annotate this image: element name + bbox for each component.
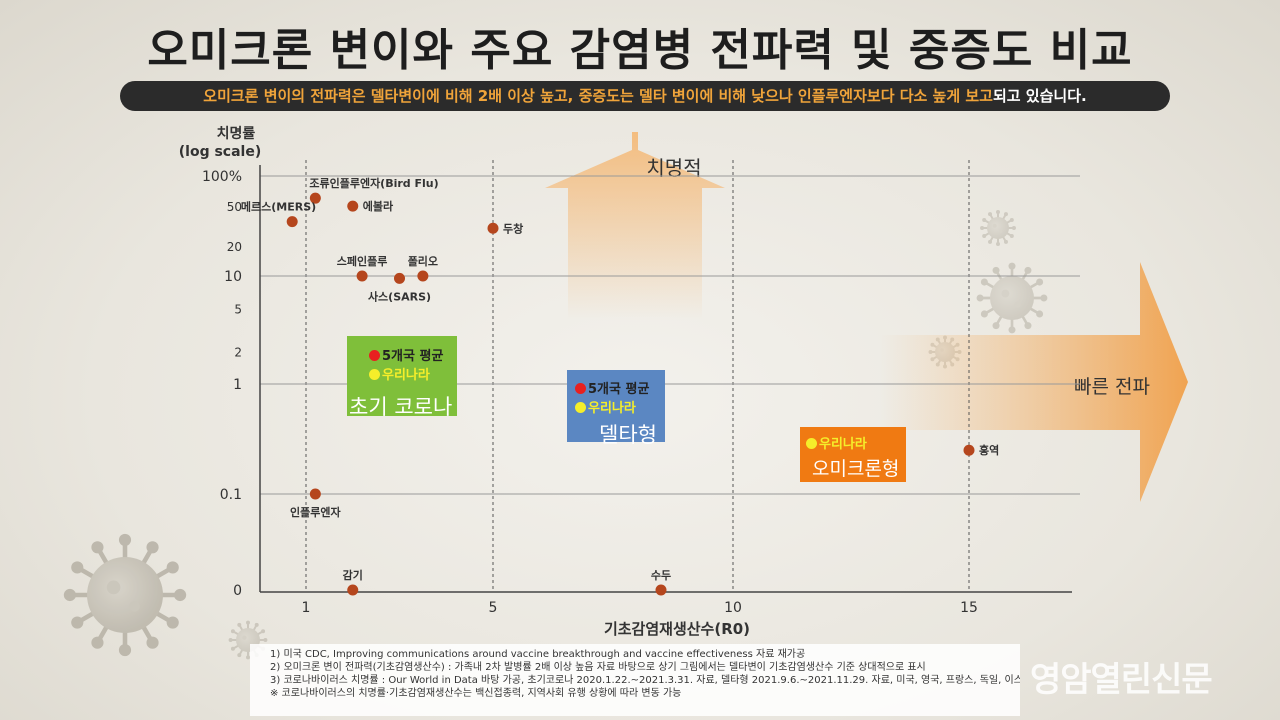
y-tick-label: 10: [224, 269, 242, 285]
data-point: [417, 270, 429, 282]
right-arrow-label: 빠른 전파: [1074, 376, 1150, 398]
footnote-3: 3) 코로나바이러스 치명률 : Our World in Data 바탕 가공…: [270, 675, 1020, 686]
delta-korea-label: 우리나라: [588, 401, 636, 416]
publisher-watermark: 영암열린신문: [1030, 660, 1213, 700]
footnote-2: 2) 오미크론 변이 전파력(기초감염생산수) : 가족내 2차 발병률 2배 …: [270, 662, 926, 673]
point-label: 인플루엔자: [290, 505, 341, 519]
virus-icon: [63, 533, 187, 657]
page-title: 오미크론 변이와 주요 감염병 전파력 및 중증도 비교: [147, 25, 1133, 76]
point-label: 감기: [343, 568, 363, 582]
early-covid-box: 5개국 평균 우리나라 초기 코로나: [347, 336, 457, 419]
x-tick-label: 1: [302, 600, 311, 616]
up-arrow: [545, 132, 725, 320]
point-label: 폴리오: [408, 254, 438, 268]
banner-rest: 되고 있습니다.: [992, 87, 1087, 105]
y-tick-label: 1: [233, 377, 242, 393]
data-point: [347, 200, 359, 212]
data-point: [309, 192, 321, 204]
point-label: 수두: [651, 569, 671, 582]
point-label: 홍역: [979, 443, 999, 457]
footnote-4: ※ 코로나바이러스의 치명률·기초감염재생산수는 백신접종력, 지역사회 유행 …: [270, 688, 682, 699]
data-point: [963, 444, 975, 456]
x-axis-label: 기초감염재생산수(R0): [604, 620, 750, 638]
point-label: 에볼라: [363, 199, 394, 213]
point-label: 스페인플루: [337, 254, 388, 268]
early-korea-label: 우리나라: [382, 368, 430, 383]
x-tick-label: 5: [489, 600, 498, 616]
y-tick-label: 20: [227, 240, 242, 254]
point-label: 조류인플루엔자(Bird Flu): [309, 176, 438, 190]
x-tick-labels: 1 5 10 15: [302, 600, 978, 616]
point-label: 메르스(MERS): [241, 200, 316, 214]
data-point: [286, 216, 298, 228]
data-point: [394, 272, 405, 284]
y-axis-label-line1: 치명률: [217, 125, 256, 142]
omicron-box: 우리나라 오미크론형: [800, 427, 906, 482]
korea-yellow-dot: [575, 402, 586, 413]
avg-red-dot: [369, 350, 380, 361]
early-avg-label: 5개국 평균: [382, 349, 444, 364]
y-tick-label: 5: [234, 303, 242, 317]
point-label: 두창: [503, 221, 523, 235]
korea-yellow-dot: [369, 369, 380, 380]
delta-avg-label: 5개국 평균: [588, 382, 650, 397]
avg-red-dot: [575, 383, 586, 394]
right-arrow: [880, 262, 1188, 502]
delta-name: 델타형: [599, 423, 657, 447]
y-tick-label: 100%: [202, 169, 242, 185]
data-point: [356, 270, 368, 282]
data-point: [487, 222, 499, 234]
early-covid-name: 초기 코로나: [349, 395, 453, 419]
footnote-1: 1) 미국 CDC, Improving communications arou…: [270, 649, 806, 660]
footnotes: 1) 미국 CDC, Improving communications arou…: [250, 644, 1020, 716]
x-tick-label: 15: [960, 600, 978, 616]
x-tick-label: 10: [724, 600, 742, 616]
y-axis-label-line2: (log scale): [179, 144, 261, 160]
y-tick-label: 0.1: [220, 487, 242, 503]
virus-icon: [976, 262, 1048, 334]
data-point: [655, 584, 667, 596]
virus-icon: [980, 210, 1016, 246]
banner-highlight: 오미크론 변이의 전파력은 델타변이에 비해 2배 이상 높고, 중증도는 델타…: [203, 87, 993, 105]
y-tick-labels: 100% 50 20 10 5 2 1 0.1 0: [202, 169, 242, 599]
korea-yellow-dot: [806, 438, 817, 449]
y-tick-label: 50: [227, 200, 242, 214]
summary-banner: 오미크론 변이의 전파력은 델타변이에 비해 2배 이상 높고, 중증도는 델타…: [120, 81, 1170, 111]
y-tick-label: 0: [233, 583, 242, 599]
data-point: [309, 488, 321, 500]
omicron-name: 오미크론형: [812, 458, 900, 480]
omicron-korea-label: 우리나라: [819, 437, 867, 452]
delta-box: 5개국 평균 우리나라 델타형: [567, 370, 665, 447]
data-point: [347, 584, 359, 596]
y-tick-label: 2: [234, 345, 242, 359]
point-label: 사스(SARS): [368, 289, 431, 303]
